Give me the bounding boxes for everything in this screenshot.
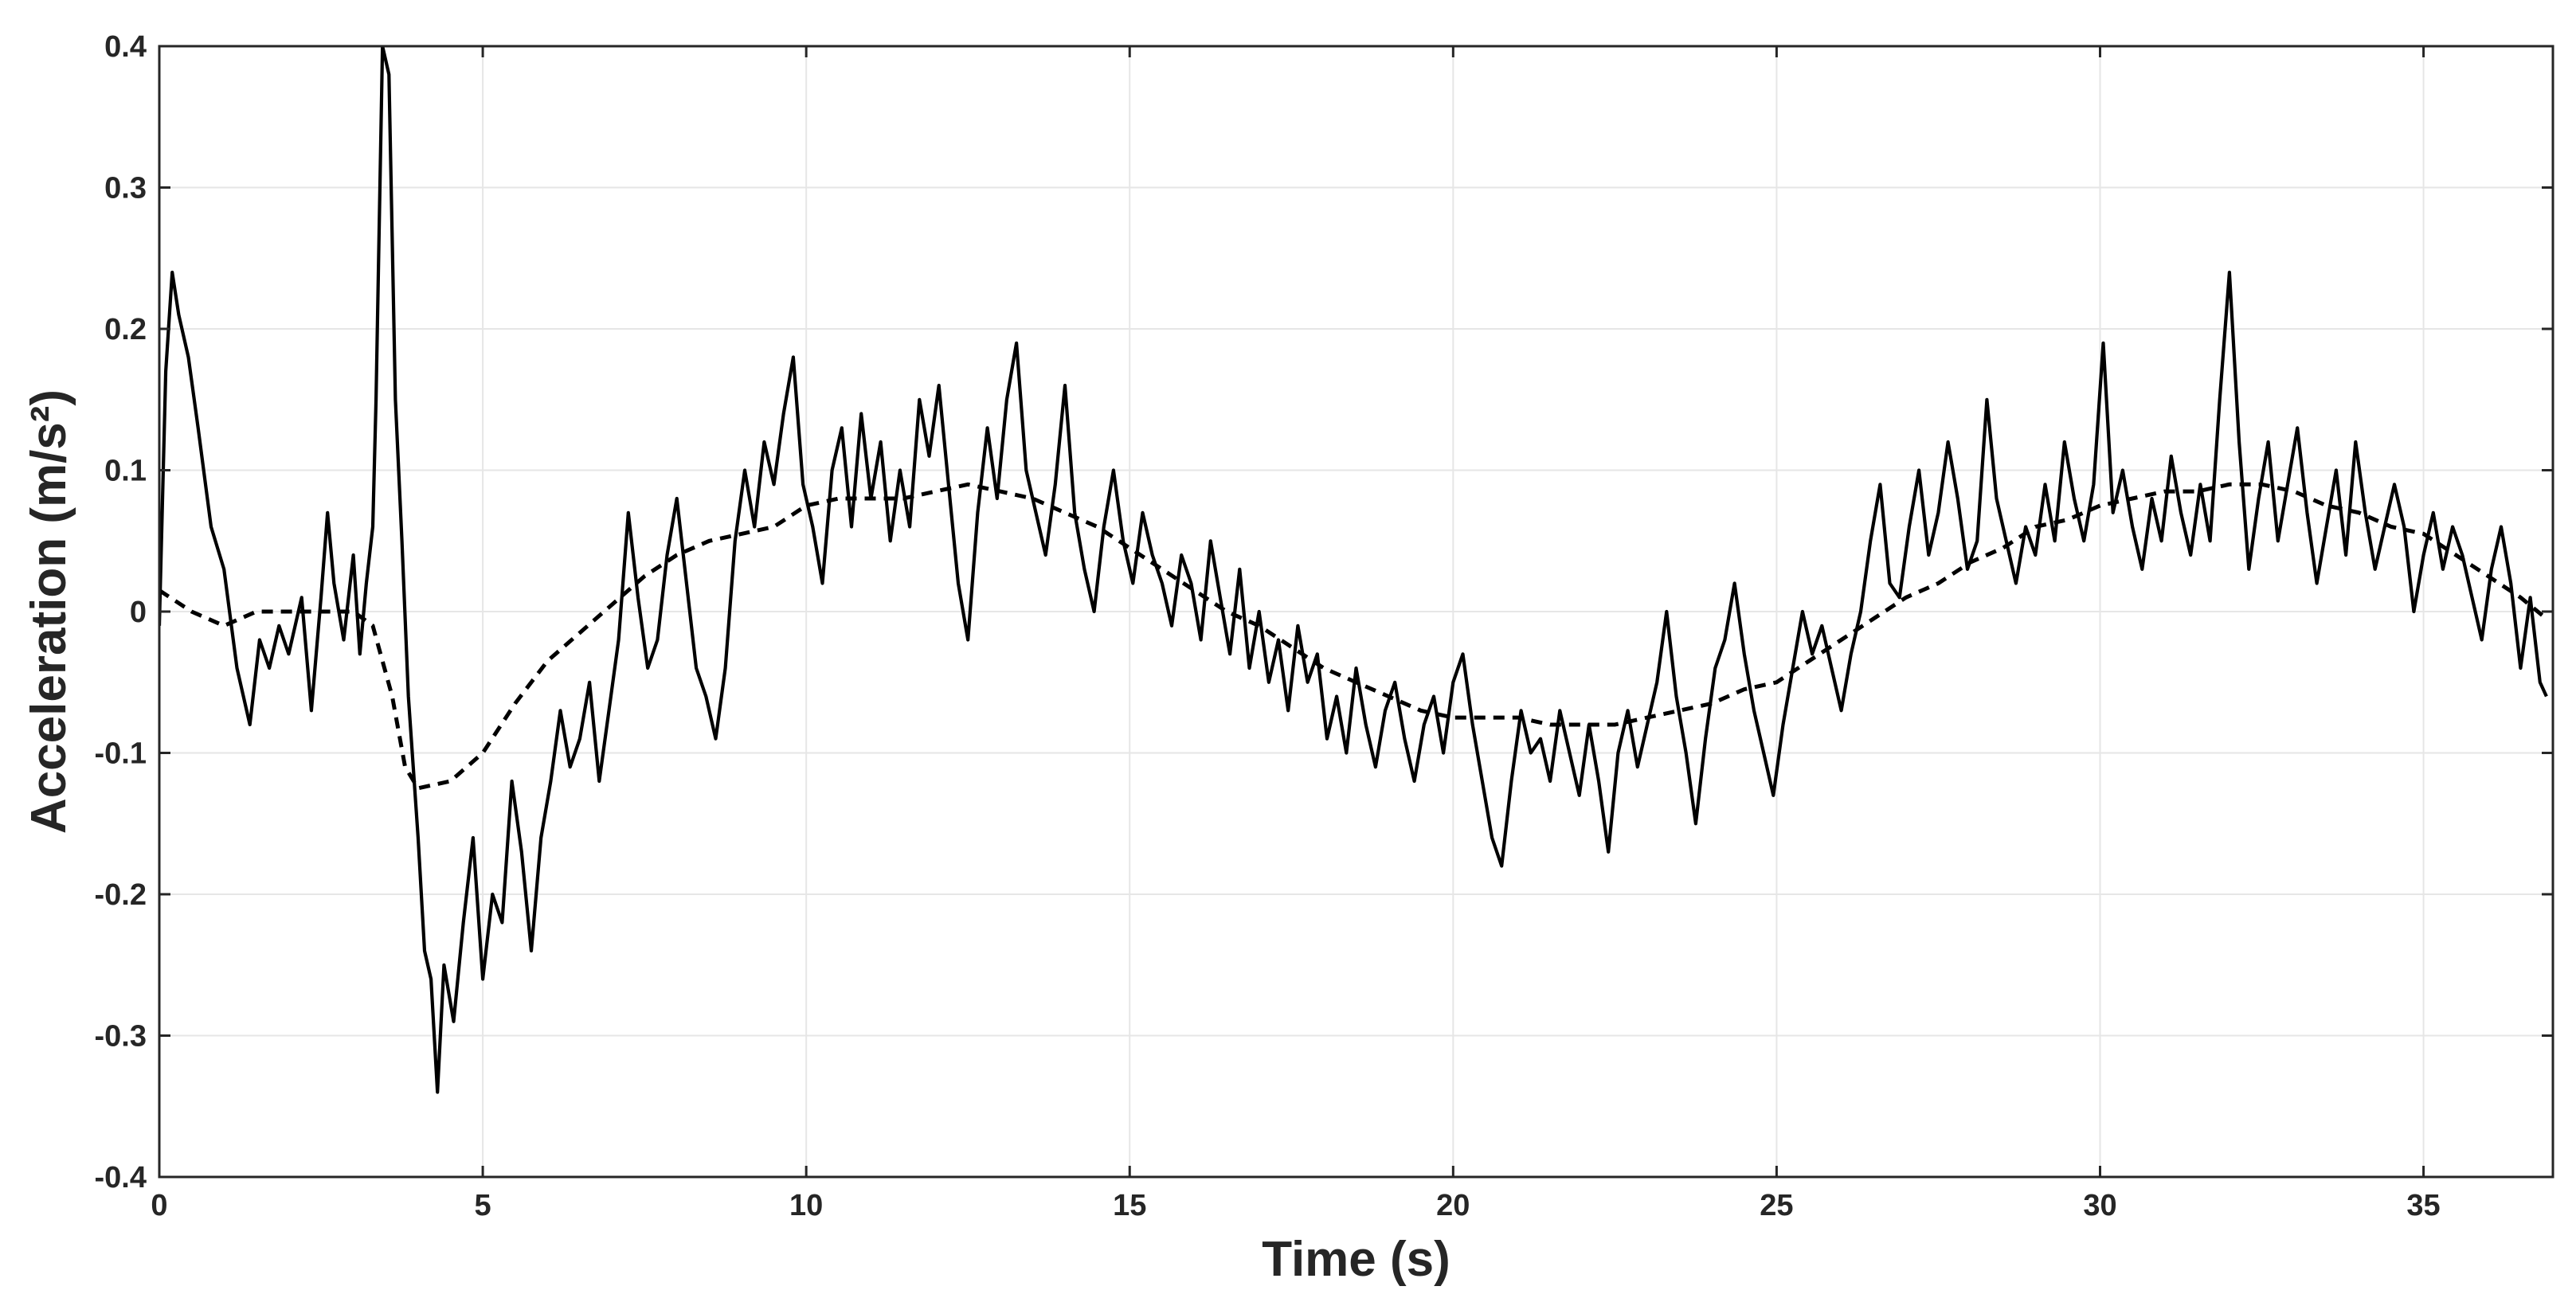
axes bbox=[158, 45, 2554, 1179]
x-tick-label: 25 bbox=[1760, 1189, 1793, 1222]
y-tick-label: 0.1 bbox=[104, 455, 147, 488]
series-line-solid bbox=[159, 46, 2548, 1094]
x-tick-label: 30 bbox=[2083, 1189, 2116, 1222]
y-tick-label: 0 bbox=[130, 596, 147, 629]
y-tick-label: -0.3 bbox=[95, 1020, 147, 1054]
x-axis-title: Time (s) bbox=[1262, 1232, 1450, 1287]
y-tick-label: -0.4 bbox=[95, 1161, 147, 1194]
x-tick-label: 0 bbox=[151, 1189, 167, 1222]
x-tick-label: 35 bbox=[2406, 1189, 2440, 1222]
y-tick-label: 0.2 bbox=[104, 313, 147, 346]
y-tick-label: -0.1 bbox=[95, 737, 147, 771]
tick-labels: 0 5 10 15 20 25 30 35 -0.4 -0.3 -0.2 -0.1 0 0.1 0.2 0.3… bbox=[95, 30, 2441, 1222]
x-tick-label: 15 bbox=[1113, 1189, 1146, 1222]
x-tick-label: 10 bbox=[789, 1189, 823, 1222]
x-tick-label: 5 bbox=[475, 1189, 491, 1222]
y-tick-label: -0.2 bbox=[95, 878, 147, 912]
y-tick-label: 0.4 bbox=[104, 30, 147, 64]
y-tick-label: 0.3 bbox=[104, 172, 147, 205]
plot-area bbox=[159, 46, 2548, 1094]
y-axis-title: Acceleration (m/s²) bbox=[22, 389, 76, 834]
x-tick-label: 20 bbox=[1436, 1189, 1470, 1222]
